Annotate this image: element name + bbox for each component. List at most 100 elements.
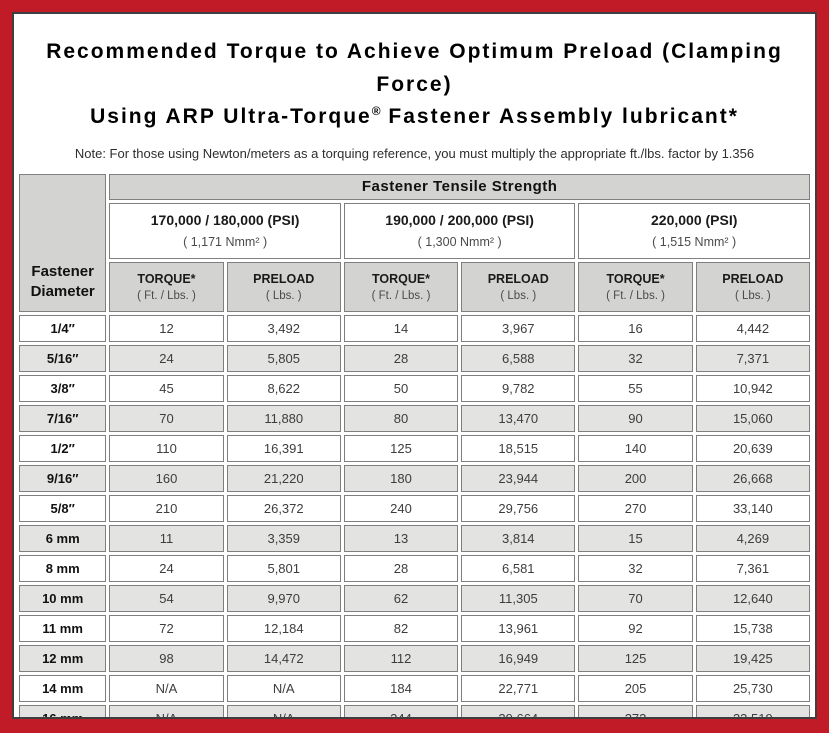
preload-label-3: PRELOAD xyxy=(722,271,784,286)
value-cell: 92 xyxy=(578,614,693,642)
value-cell: 98 xyxy=(109,644,224,672)
value-cell: 24 xyxy=(109,344,224,372)
value-cell: 244 xyxy=(343,704,459,717)
value-cell: 32 xyxy=(578,344,693,372)
table-row: 9/16″ 160 21,220 180 23,944 200 26,668 xyxy=(19,464,810,492)
value-cell: 7,361 xyxy=(695,554,810,582)
value-cell: 272 xyxy=(578,704,693,717)
table-row: 8 mm 24 5,801 28 6,581 32 7,361 xyxy=(19,554,810,582)
torque-table: Fastener Diameter Fastener Tensile Stren… xyxy=(16,170,813,717)
value-cell: 16 xyxy=(578,314,693,342)
value-cell: 12,184 xyxy=(226,614,341,642)
value-cell: 13,470 xyxy=(461,404,576,432)
value-cell: 140 xyxy=(578,434,693,462)
registered-trademark-symbol: ® xyxy=(371,104,381,119)
value-cell: 62 xyxy=(343,584,459,612)
title-line-2-post: Fastener Assembly lubricant* xyxy=(380,105,739,129)
value-cell: 26,372 xyxy=(226,494,341,522)
preload-label-1: PRELOAD xyxy=(253,271,315,286)
diameter-cell: 14 mm xyxy=(19,674,107,702)
psi-group-3-header: 220,000 (PSI) ( 1,515 Nmm² ) xyxy=(578,202,810,259)
value-cell: 200 xyxy=(578,464,693,492)
table-row: 1/4″ 12 3,492 14 3,967 16 4,442 xyxy=(19,314,810,342)
diameter-cell: 3/8″ xyxy=(19,374,107,402)
value-cell: 11,880 xyxy=(226,404,341,432)
value-cell: 25,730 xyxy=(695,674,810,702)
value-cell: 33,519 xyxy=(695,704,810,717)
table-row: 3/8″ 45 8,622 50 9,782 55 10,942 xyxy=(19,374,810,402)
header-row-tensile: Fastener Diameter Fastener Tensile Stren… xyxy=(19,173,810,312)
value-cell: 3,492 xyxy=(226,314,341,342)
value-cell: 4,269 xyxy=(695,524,810,552)
torque-column-header-3: TORQUE* ( Ft. / Lbs. ) xyxy=(578,261,693,312)
value-cell: 7,371 xyxy=(695,344,810,372)
value-cell: 12,640 xyxy=(695,584,810,612)
diameter-cell: 11 mm xyxy=(19,614,107,642)
value-cell: 3,359 xyxy=(226,524,341,552)
value-cell: 28 xyxy=(343,554,459,582)
value-cell: 205 xyxy=(578,674,693,702)
diameter-cell: 5/8″ xyxy=(19,494,107,522)
value-cell: 4,442 xyxy=(695,314,810,342)
value-cell: 13 xyxy=(343,524,459,552)
value-cell: 16,391 xyxy=(226,434,341,462)
psi-group-2-value: 190,000 / 200,000 (PSI) xyxy=(385,212,534,229)
value-cell: 180 xyxy=(343,464,459,492)
value-cell: 8,622 xyxy=(226,374,341,402)
value-cell: 10,942 xyxy=(695,374,810,402)
value-cell: 3,967 xyxy=(461,314,576,342)
value-cell: 13,961 xyxy=(461,614,576,642)
tensile-strength-header: Fastener Tensile Strength xyxy=(109,173,810,200)
table-row: 5/16″ 24 5,805 28 6,588 32 7,371 xyxy=(19,344,810,372)
value-cell: 12 xyxy=(109,314,224,342)
value-cell: 160 xyxy=(109,464,224,492)
value-cell: 29,756 xyxy=(461,494,576,522)
value-cell: 210 xyxy=(109,494,224,522)
torque-label-3: TORQUE* xyxy=(606,271,665,286)
title-line-1-text: Recommended Torque to Achieve Optimum Pr… xyxy=(46,40,783,96)
table-row: 5/8″ 210 26,372 240 29,756 270 33,140 xyxy=(19,494,810,522)
diameter-cell: 12 mm xyxy=(19,644,107,672)
table-row: 6 mm 11 3,359 13 3,814 15 4,269 xyxy=(19,524,810,552)
value-cell: 24 xyxy=(109,554,224,582)
value-cell: 54 xyxy=(109,584,224,612)
value-cell: 70 xyxy=(578,584,693,612)
fastener-diameter-header-line2: Diameter xyxy=(30,283,95,301)
value-cell: 28 xyxy=(343,344,459,372)
title-line-2: Using ARP Ultra-Torque® Fastener Assembl… xyxy=(14,101,815,134)
preload-unit-2: ( Lbs. ) xyxy=(500,289,537,302)
value-cell: 72 xyxy=(109,614,224,642)
diameter-cell: 8 mm xyxy=(19,554,107,582)
table-row: 10 mm 54 9,970 62 11,305 70 12,640 xyxy=(19,584,810,612)
value-cell: 55 xyxy=(578,374,693,402)
diameter-cell: 5/16″ xyxy=(19,344,107,372)
value-cell: 14,472 xyxy=(226,644,341,672)
value-cell: 3,814 xyxy=(461,524,576,552)
value-cell: 19,425 xyxy=(695,644,810,672)
diameter-cell: 10 mm xyxy=(19,584,107,612)
value-cell: 22,771 xyxy=(461,674,576,702)
value-cell: 240 xyxy=(343,494,459,522)
psi-group-2-nmm: ( 1,300 Nmm² ) xyxy=(417,235,502,250)
table-row: 1/2″ 110 16,391 125 18,515 140 20,639 xyxy=(19,434,810,462)
diameter-cell: 6 mm xyxy=(19,524,107,552)
diameter-cell: 1/4″ xyxy=(19,314,107,342)
torque-unit-2: ( Ft. / Lbs. ) xyxy=(371,289,431,302)
value-cell: N/A xyxy=(226,674,341,702)
diameter-cell: 7/16″ xyxy=(19,404,107,432)
value-cell: 270 xyxy=(578,494,693,522)
value-cell: 6,581 xyxy=(461,554,576,582)
table-row: 14 mm N/A N/A 184 22,771 205 25,730 xyxy=(19,674,810,702)
value-cell: 45 xyxy=(109,374,224,402)
title-line-2-pre: Using ARP Ultra-Torque xyxy=(90,105,372,129)
value-cell: 33,140 xyxy=(695,494,810,522)
value-cell: 70 xyxy=(109,404,224,432)
diameter-cell: 1/2″ xyxy=(19,434,107,462)
torque-label-1: TORQUE* xyxy=(137,271,196,286)
value-cell: 50 xyxy=(343,374,459,402)
psi-group-1-value: 170,000 / 180,000 (PSI) xyxy=(150,212,300,229)
newton-meters-note: Note: For those using Newton/meters as a… xyxy=(74,145,755,161)
value-cell: 6,588 xyxy=(461,344,576,372)
header-row-columns: TORQUE* ( Ft. / Lbs. ) PRELOAD ( Lbs. ) … xyxy=(19,261,810,312)
torque-unit-1: ( Ft. / Lbs. ) xyxy=(137,289,196,302)
